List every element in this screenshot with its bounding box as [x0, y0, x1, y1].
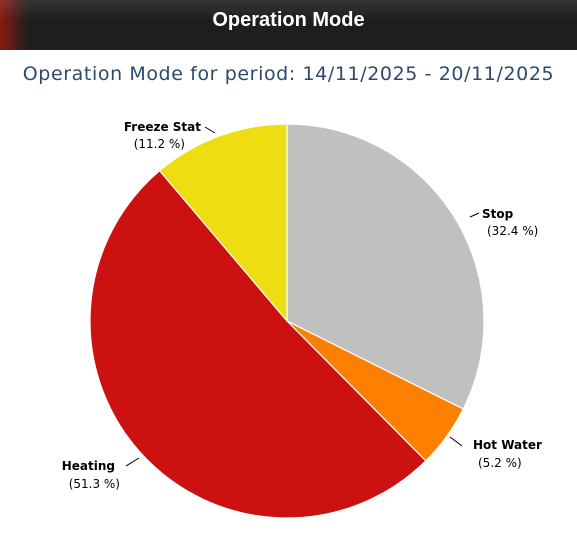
- connector-line: [204, 126, 216, 134]
- slice-label: Hot Water: [473, 438, 542, 452]
- connector-line: [125, 457, 140, 467]
- pie-slice-stop: [286, 123, 485, 410]
- connector-line: [449, 436, 463, 447]
- header-title: Operation Mode: [212, 9, 365, 31]
- header-bar: [0, 0, 577, 50]
- slice-percent-label: (5.2 %): [478, 456, 522, 470]
- connector-line: [469, 212, 480, 218]
- pie-slice-freeze-stat: [158, 123, 288, 323]
- pie-slice-heating: [89, 169, 427, 519]
- slice-percent-label: (11.2 %): [134, 137, 185, 151]
- slice-percent-label: (32.4 %): [487, 224, 538, 238]
- chart-title: Operation Mode for period: 14/11/2025 - …: [22, 63, 555, 85]
- slice-label: Freeze Stat: [124, 120, 201, 134]
- slice-label: Stop: [482, 207, 514, 221]
- slice-percent-label: (51.3 %): [69, 477, 120, 491]
- slice-label: Heating: [62, 459, 115, 473]
